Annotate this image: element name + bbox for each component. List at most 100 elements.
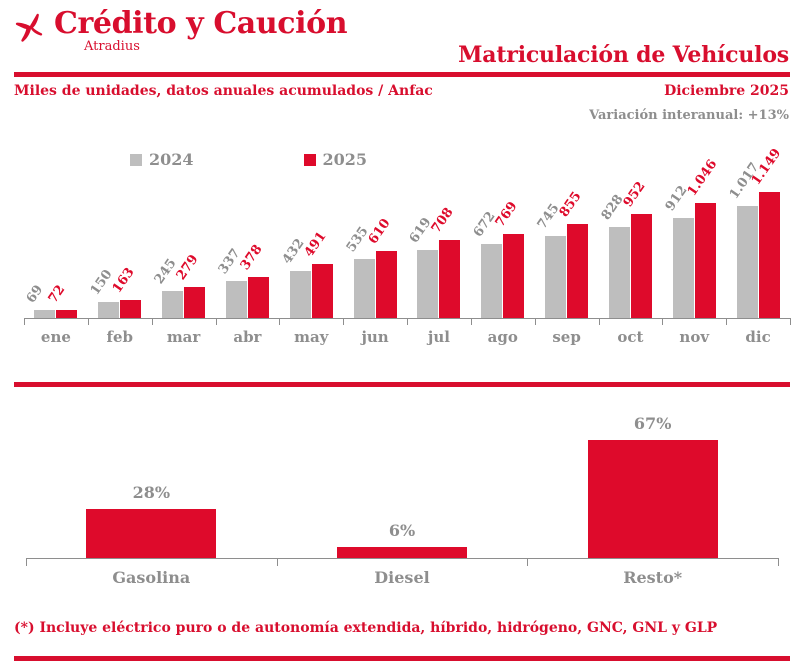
month-label-mar: mar (166, 328, 201, 346)
divider-bottom (14, 656, 790, 661)
bar-group-sep: 745 855 (535, 170, 599, 318)
bar-2024-may (289, 270, 311, 318)
bar-group-oct: 828 952 (599, 170, 663, 318)
chart-units-subtitle: Miles de unidades, datos anuales acumula… (14, 83, 433, 99)
fuel-category-Gasolina: Gasolina (112, 568, 191, 587)
month-label-may: may (294, 328, 329, 346)
fuel-value-Resto: 67% (633, 414, 672, 433)
bar-value-2025-mar: 279 (173, 252, 202, 284)
bar-value-2025-ago: 769 (492, 198, 521, 230)
bar-value-2025-abr: 378 (237, 241, 266, 273)
fuel-bar-Resto (587, 440, 718, 558)
bar-2024-ago (481, 244, 503, 318)
legend-label-2024: 2024 (149, 150, 194, 169)
axis-tick (151, 318, 153, 325)
month-label-nov: nov (679, 328, 710, 346)
axis-tick (24, 318, 25, 325)
bar-value-2025-may: 491 (301, 229, 330, 261)
footnote: (*) Incluye eléctrico puro o de autonomí… (14, 620, 718, 636)
brand-subname: Atradius (84, 39, 140, 54)
bar-group-ago: 672 769 (471, 170, 535, 318)
bar-2025-ago (503, 233, 525, 318)
fuel-value-Gasolina: 28% (132, 482, 171, 502)
axis-tick (726, 318, 728, 325)
axis-tick (662, 318, 664, 325)
month-label-ago: ago (487, 328, 518, 346)
bar-2025-jun (375, 251, 397, 318)
divider-middle (14, 382, 790, 387)
bar-2025-feb (120, 300, 142, 318)
bar-value-2024-jul: 619 (407, 215, 435, 247)
month-label-jul: jul (427, 328, 450, 346)
axis-tick (407, 318, 408, 325)
month-label-dic: dic (745, 328, 771, 346)
month-label-oct: oct (617, 328, 644, 346)
fuel-value-Diesel: 6% (388, 521, 416, 541)
legend-item-2025: 2025 (303, 150, 367, 169)
bar-2025-jul (439, 240, 461, 318)
bar-value-2025-oct: 952 (620, 178, 649, 210)
month-label-ene: ene (40, 328, 71, 346)
fuel-category-Resto: Resto* (623, 568, 683, 587)
bar-value-2024-ago: 672 (470, 209, 499, 241)
bar-group-jul: 619 708 (407, 170, 471, 318)
bar-value-2025-sep: 855 (556, 189, 585, 221)
month-label-jun: jun (361, 328, 389, 346)
legend-swatch-2025 (303, 153, 316, 166)
bar-group-nov: 912 1.046 (662, 157, 726, 318)
axis-tick (470, 318, 472, 325)
bar-value-2025-feb: 163 (109, 265, 138, 297)
fuel-bar-Diesel (337, 547, 467, 558)
yoy-variation: Variación interanual: +13% (589, 108, 789, 123)
brand-name: Crédito y Caución (54, 6, 348, 41)
month-label-abr: abr (233, 328, 262, 346)
bar-value-2024-feb: 150 (87, 266, 116, 298)
bar-group-ene: 69 72 (24, 170, 88, 318)
bar-2025-may (311, 264, 333, 318)
bar-2024-sep (545, 236, 567, 318)
legend-swatch-2024 (130, 153, 142, 166)
axis-tick (527, 558, 529, 566)
bar-2024-mar (162, 291, 184, 318)
bar-value-2024-sep: 745 (534, 201, 563, 233)
pinwheel-logo-icon (15, 13, 43, 42)
bar-group-jun: 535 610 (343, 170, 407, 318)
bar-value-2025-nov: 1.046 (684, 157, 721, 200)
bar-group-dic: 1.017 1.149 (726, 146, 790, 318)
bar-2024-feb (98, 301, 120, 318)
bar-2024-nov (672, 218, 694, 318)
bar-value-2025-jul: 708 (429, 205, 457, 237)
bar-2025-abr (247, 276, 269, 318)
bar-value-2025-ene: 72 (46, 282, 69, 307)
chart1-plot-area: 69 72 150 163 245 279 337 378 432 491 535 610 619 708… (24, 146, 790, 318)
bar-value-2024-ene: 69 (24, 283, 47, 307)
axis-tick (534, 318, 536, 325)
report-date: Diciembre 2025 (664, 83, 789, 99)
bar-2025-dic (758, 192, 780, 318)
month-label-sep: sep (552, 328, 581, 346)
axis-tick (26, 558, 27, 566)
fuel-bar-Gasolina (86, 508, 217, 558)
monthly-registrations-chart: 69 72 150 163 245 279 337 378 432 491 535 610 619 708… (0, 146, 805, 346)
bar-group-may: 432 491 (279, 170, 343, 318)
bar-2024-dic (736, 206, 758, 318)
legend-item-2024: 2024 (130, 150, 194, 169)
axis-tick (87, 318, 89, 325)
bar-group-abr: 337 378 (216, 170, 280, 318)
axis-tick (598, 318, 600, 325)
axis-tick (343, 318, 345, 325)
bar-2024-ene (34, 310, 56, 318)
bar-2025-ene (56, 310, 78, 318)
fuel-type-chart: 28% Gasolina 6% Diesel 67% Resto* (0, 400, 805, 600)
axis-tick (215, 318, 217, 325)
axis-tick (778, 558, 779, 566)
bar-2024-oct (608, 227, 630, 318)
bar-2025-mar (184, 287, 206, 318)
bar-2025-nov (694, 203, 716, 318)
bar-2024-jun (353, 259, 375, 318)
axis-tick (790, 318, 791, 325)
chart-legend: 2024 2025 (130, 150, 477, 169)
fuel-category-Diesel: Diesel (374, 568, 430, 587)
bar-group-feb: 150 163 (88, 170, 152, 318)
